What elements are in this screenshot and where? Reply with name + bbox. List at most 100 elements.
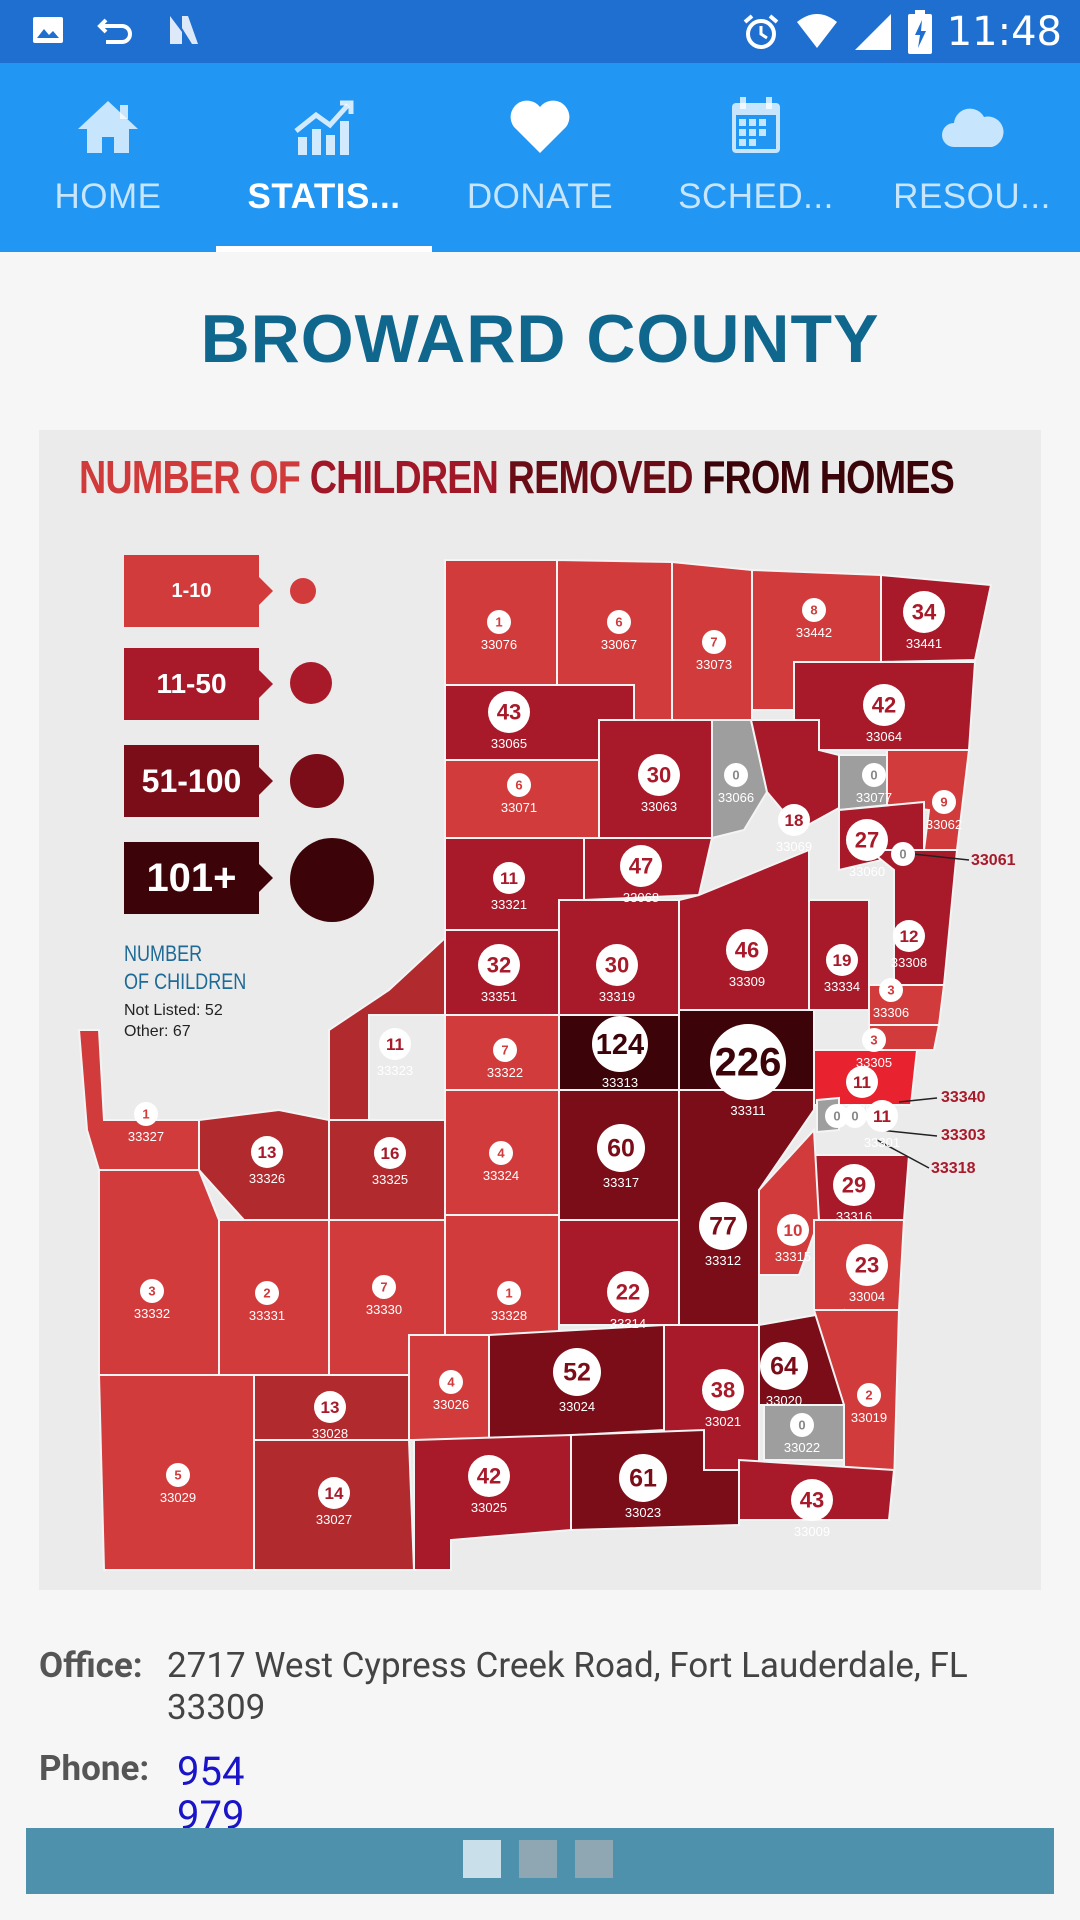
zip-bubble-circle bbox=[862, 1028, 886, 1052]
tab-statistics[interactable]: STATIS... bbox=[216, 63, 432, 252]
zip-bubble-circle bbox=[251, 1136, 283, 1168]
pager-dot[interactable] bbox=[519, 1840, 557, 1878]
zip-count: 11 bbox=[386, 1035, 404, 1054]
map-region bbox=[77, 1029, 200, 1171]
zip-count: 7 bbox=[380, 1279, 387, 1294]
zip-bubble: 0 bbox=[843, 1104, 867, 1128]
zip-count: 1 bbox=[495, 614, 502, 629]
zip-bubble: 7 33073 bbox=[696, 630, 732, 672]
zip-bubble-circle bbox=[507, 773, 531, 797]
legend-label: 11-50 bbox=[156, 668, 227, 699]
zip-code: 33327 bbox=[128, 1129, 164, 1144]
zip-code: 33323 bbox=[377, 1063, 413, 1078]
zip-bubble: 1 33328 bbox=[491, 1281, 527, 1323]
map-title-part-2: CHILDREN bbox=[309, 451, 499, 503]
zip-count: 3 bbox=[887, 982, 894, 997]
zip-code: 33065 bbox=[491, 736, 527, 751]
zip-bubble-circle bbox=[866, 1100, 898, 1132]
tab-schedule[interactable]: SCHED... bbox=[648, 63, 864, 252]
zip-count: 13 bbox=[321, 1398, 340, 1417]
zip-count: 60 bbox=[607, 1135, 635, 1163]
zip-count: 6 bbox=[615, 614, 622, 629]
legend-caption: NUMBER OF CHILDREN bbox=[124, 940, 246, 996]
zip-bubble: 61 33023 bbox=[619, 1454, 667, 1520]
heart-icon bbox=[510, 100, 570, 153]
zip-code: 33314 bbox=[610, 1316, 646, 1331]
zip-bubble: 0 33077 bbox=[856, 763, 892, 805]
zip-code: 33067 bbox=[601, 637, 637, 652]
office-label: Office: bbox=[39, 1645, 143, 1686]
zip-code: 33306 bbox=[873, 1005, 909, 1020]
pager-dot-active[interactable] bbox=[463, 1840, 501, 1878]
calendar-icon bbox=[732, 97, 780, 153]
zip-bubble-circle bbox=[702, 630, 726, 654]
callout-zip: 33318 bbox=[931, 1160, 976, 1177]
zip-code: 33071 bbox=[501, 800, 537, 815]
zip-bubble-circle bbox=[597, 1124, 645, 1172]
zip-code: 33009 bbox=[794, 1524, 830, 1539]
zip-bubble: 2 33331 bbox=[249, 1281, 285, 1323]
map-title-part-1: NUMBER OF bbox=[79, 451, 301, 503]
map-title: NUMBER OF CHILDREN REMOVED FROM HOMES bbox=[79, 450, 955, 504]
legend-item: 1-10 bbox=[124, 555, 273, 627]
zip-bubble: 18 33069 bbox=[776, 804, 812, 854]
zip-bubble-circle bbox=[489, 1141, 513, 1165]
zip-bubble: 7 33322 bbox=[487, 1038, 523, 1080]
zip-bubble: 13 33326 bbox=[249, 1136, 285, 1186]
callout-line bbox=[876, 1139, 930, 1169]
legend-caption-line-2: OF CHILDREN bbox=[124, 969, 247, 994]
zip-code: 33004 bbox=[849, 1289, 885, 1304]
legend-caption-line-1: NUMBER bbox=[124, 941, 203, 966]
zip-code: 33328 bbox=[491, 1308, 527, 1323]
zip-bubble: 1 33327 bbox=[128, 1102, 164, 1144]
zip-count: 11 bbox=[873, 1107, 891, 1126]
map-region bbox=[749, 719, 840, 832]
zip-bubble: 1 33076 bbox=[481, 610, 517, 652]
zip-count: 19 bbox=[833, 951, 852, 970]
zip-code: 33019 bbox=[851, 1410, 887, 1425]
zip-bubble-circle bbox=[372, 1275, 396, 1299]
zip-bubble: 64 33020 bbox=[760, 1342, 808, 1408]
zip-bubble-circle bbox=[592, 1016, 648, 1072]
zip-bubble: 0 bbox=[891, 842, 915, 866]
map-title-part-4: FROM HOMES bbox=[702, 451, 954, 503]
zip-code: 33060 bbox=[849, 864, 885, 879]
zip-bubble-circle bbox=[826, 944, 858, 976]
zip-bubble: 42 33025 bbox=[468, 1455, 510, 1515]
zip-code: 33442 bbox=[796, 625, 832, 640]
tab-donate[interactable]: DONATE bbox=[432, 63, 648, 252]
callout-zip: 33061 bbox=[971, 852, 1016, 869]
zip-bubble: 12 33308 bbox=[891, 920, 927, 970]
zip-bubble-circle bbox=[791, 1479, 833, 1521]
zip-code: 33315 bbox=[775, 1249, 811, 1264]
zip-bubble-circle bbox=[607, 1271, 649, 1313]
zip-bubble: 52 33024 bbox=[553, 1348, 601, 1414]
zip-count: 29 bbox=[842, 1173, 866, 1198]
zip-bubble-circle bbox=[493, 862, 525, 894]
zip-bubble-circle bbox=[846, 819, 888, 861]
zip-bubble-circle bbox=[488, 691, 530, 733]
zip-code: 33334 bbox=[824, 979, 860, 994]
zip-code: 33301 bbox=[864, 1135, 900, 1150]
zip-code: 33441 bbox=[906, 636, 942, 651]
zip-bubble-circle bbox=[553, 1348, 601, 1396]
zip-bubble: 3 33305 bbox=[856, 1028, 892, 1070]
active-tab-indicator bbox=[216, 246, 432, 252]
zip-count: 1 bbox=[505, 1285, 512, 1300]
zip-code: 33023 bbox=[625, 1505, 661, 1520]
tab-resources[interactable]: RESOU... bbox=[864, 63, 1080, 252]
zip-count: 3 bbox=[148, 1283, 155, 1298]
zip-bubble-circle bbox=[374, 1137, 406, 1169]
zip-bubble: 8 33442 bbox=[796, 598, 832, 640]
zip-count: 47 bbox=[629, 854, 653, 879]
zip-code: 33330 bbox=[366, 1302, 402, 1317]
zip-bubble: 27 33060 bbox=[846, 819, 888, 879]
zip-count: 30 bbox=[605, 953, 629, 978]
zip-count: 2 bbox=[865, 1387, 872, 1402]
pager-dot[interactable] bbox=[575, 1840, 613, 1878]
tab-home[interactable]: HOME bbox=[0, 63, 216, 252]
zip-bubble-circle bbox=[699, 1202, 747, 1250]
zip-bubble-circle bbox=[893, 920, 925, 952]
